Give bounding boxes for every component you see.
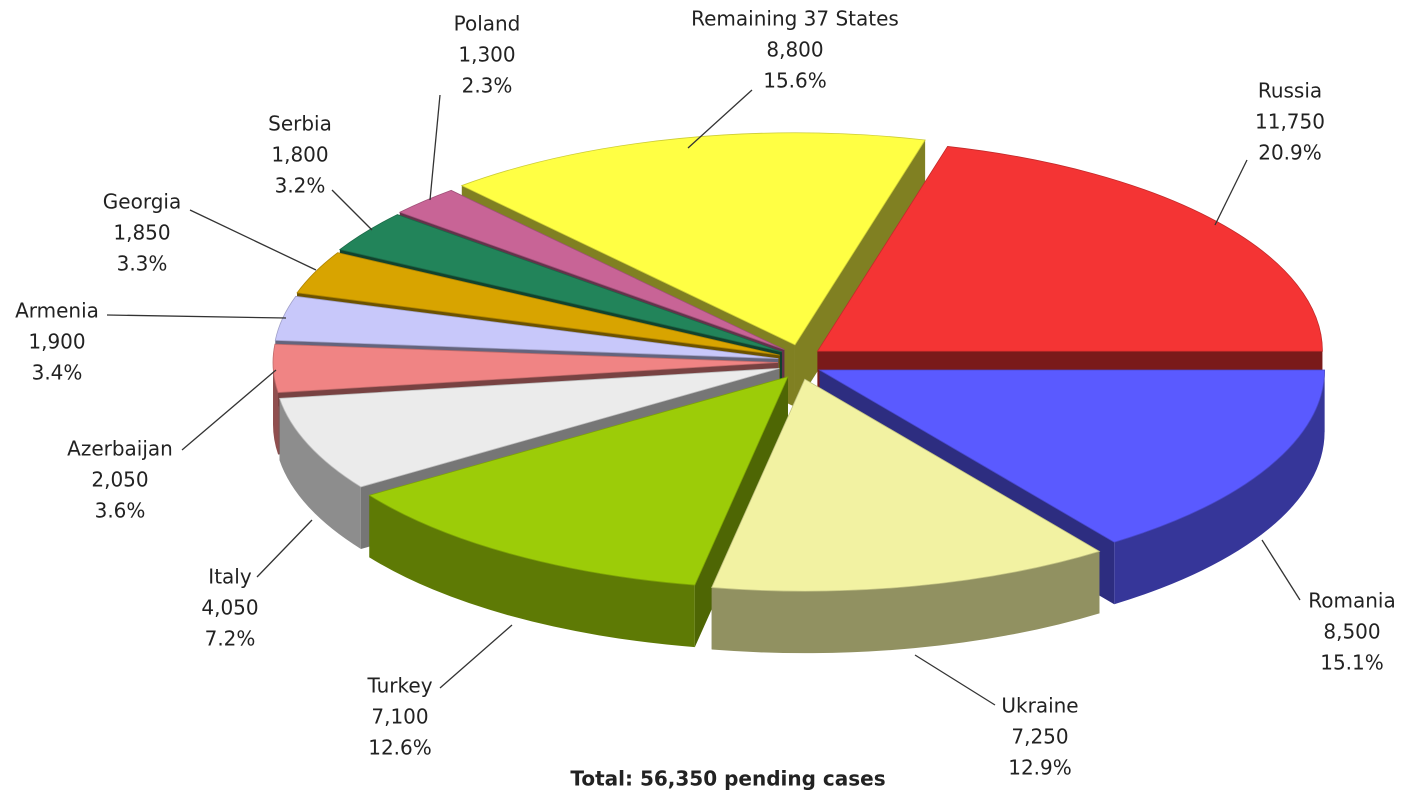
- percent-label: 3.3%: [117, 252, 168, 276]
- slice-label: Russia: [1258, 79, 1322, 103]
- slice-outer-wall: [1114, 370, 1325, 605]
- slice: [338, 214, 783, 353]
- leader-line: [687, 89, 753, 149]
- percent-label: 3.6%: [95, 499, 146, 523]
- value-label: 8,500: [1323, 620, 1380, 644]
- slice-label: Ukraine: [1001, 694, 1078, 718]
- leader-line: [181, 369, 277, 451]
- value-label: 1,800: [271, 143, 328, 167]
- slice: [398, 189, 785, 351]
- slice: [460, 132, 926, 346]
- slice-tops: [272, 132, 1325, 592]
- slice: [818, 369, 1325, 543]
- slice: [711, 378, 1101, 592]
- percent-label: 7.2%: [205, 627, 256, 651]
- value-label: 7,100: [371, 705, 428, 729]
- slice-label: Poland: [454, 12, 521, 36]
- slice-outer-wall: [369, 495, 695, 648]
- leader-line: [914, 654, 996, 706]
- value-label: 2,050: [91, 468, 148, 492]
- leader-line: [439, 624, 513, 689]
- percent-label: 15.1%: [1320, 651, 1384, 675]
- percent-label: 3.4%: [32, 361, 83, 385]
- percent-label: 12.6%: [368, 736, 432, 760]
- leader-line: [189, 209, 317, 271]
- leader-line: [256, 519, 313, 578]
- slice-outer-wall: [711, 551, 1100, 654]
- value-label: 4,050: [201, 596, 258, 620]
- slice: [279, 367, 780, 488]
- leader-line: [1261, 539, 1301, 601]
- slice-outer-wall: [273, 362, 279, 455]
- slice-label: Azerbaijan: [67, 437, 173, 461]
- chart-title: Total: 56,350 pending cases: [570, 767, 885, 791]
- slice: [816, 146, 1323, 352]
- value-label: 11,750: [1255, 110, 1325, 134]
- percent-label: 15.6%: [763, 69, 827, 93]
- leader-line: [331, 189, 373, 231]
- slice-label: Serbia: [268, 112, 332, 136]
- slice: [296, 252, 780, 356]
- slice-label: Turkey: [366, 674, 432, 698]
- value-label: 8,800: [766, 38, 823, 62]
- slice-label: Romania: [1308, 589, 1395, 613]
- value-label: 1,850: [113, 221, 170, 245]
- slice-label: Remaining 37 States: [691, 7, 899, 31]
- percent-label: 2.3%: [462, 74, 513, 98]
- slice-label: Georgia: [103, 190, 181, 214]
- value-label: 1,900: [28, 330, 85, 354]
- percent-label: 3.2%: [275, 174, 326, 198]
- slice: [368, 376, 789, 586]
- value-label: 1,300: [458, 43, 515, 67]
- percent-label: 12.9%: [1008, 756, 1072, 780]
- leader-line: [429, 94, 441, 201]
- value-label: 7,250: [1011, 725, 1068, 749]
- percent-label: 20.9%: [1258, 141, 1322, 165]
- slice-label: Armenia: [15, 299, 99, 323]
- leader-line: [106, 314, 287, 319]
- slice: [272, 343, 779, 393]
- leader-line: [1214, 159, 1248, 226]
- slice-label: Italy: [208, 565, 252, 589]
- slice-outer-wall: [279, 398, 361, 549]
